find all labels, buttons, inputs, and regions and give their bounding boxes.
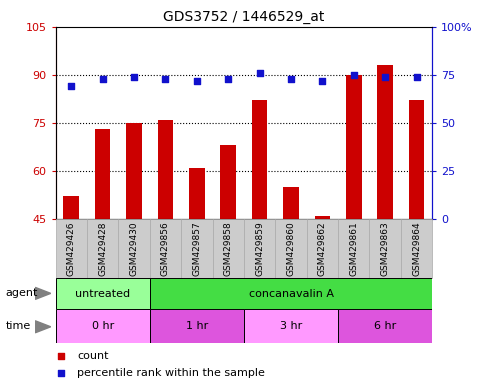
Text: 3 hr: 3 hr xyxy=(280,321,302,331)
Bar xyxy=(244,309,338,343)
Bar xyxy=(377,65,393,219)
Bar xyxy=(56,309,150,343)
Text: time: time xyxy=(6,321,31,331)
Point xyxy=(161,76,170,82)
Text: 6 hr: 6 hr xyxy=(374,321,397,331)
Text: 0 hr: 0 hr xyxy=(91,321,114,331)
Title: GDS3752 / 1446529_at: GDS3752 / 1446529_at xyxy=(163,10,325,25)
Bar xyxy=(157,120,173,219)
Point xyxy=(287,76,295,82)
Text: GSM429860: GSM429860 xyxy=(286,221,296,276)
Text: GSM429859: GSM429859 xyxy=(255,221,264,276)
Polygon shape xyxy=(35,287,51,300)
Text: GSM429856: GSM429856 xyxy=(161,221,170,276)
Text: concanavalin A: concanavalin A xyxy=(249,289,333,299)
Text: GSM429862: GSM429862 xyxy=(318,221,327,276)
Bar xyxy=(275,219,307,278)
Bar xyxy=(283,187,299,219)
Text: untreated: untreated xyxy=(75,289,130,299)
Bar xyxy=(63,197,79,219)
Bar xyxy=(126,123,142,219)
Point xyxy=(362,140,369,146)
Bar xyxy=(220,145,236,219)
Bar xyxy=(56,278,150,309)
Point xyxy=(99,76,107,82)
Text: GSM429864: GSM429864 xyxy=(412,221,421,276)
Bar xyxy=(369,219,401,278)
Point xyxy=(130,74,138,80)
Text: 1 hr: 1 hr xyxy=(185,321,208,331)
Text: GSM429426: GSM429426 xyxy=(67,222,76,276)
Point xyxy=(256,70,264,76)
Point xyxy=(362,297,369,303)
Bar xyxy=(409,101,425,219)
Point xyxy=(382,74,389,80)
Bar xyxy=(213,219,244,278)
Bar xyxy=(307,219,338,278)
Text: GSM429857: GSM429857 xyxy=(192,221,201,276)
Text: GSM429428: GSM429428 xyxy=(98,222,107,276)
Text: GSM429863: GSM429863 xyxy=(381,221,390,276)
Text: percentile rank within the sample: percentile rank within the sample xyxy=(77,368,265,378)
Bar xyxy=(87,219,118,278)
Bar xyxy=(401,219,432,278)
Bar xyxy=(150,219,181,278)
Bar xyxy=(189,168,205,219)
Bar xyxy=(252,101,268,219)
Bar xyxy=(338,309,432,343)
Text: GSM429861: GSM429861 xyxy=(349,221,358,276)
Text: agent: agent xyxy=(6,288,38,298)
Bar xyxy=(346,75,362,219)
Bar xyxy=(181,219,213,278)
Bar xyxy=(314,216,330,219)
Point xyxy=(193,78,201,84)
Bar xyxy=(338,219,369,278)
Point xyxy=(412,74,420,80)
Polygon shape xyxy=(35,321,51,333)
Bar xyxy=(56,219,87,278)
Point xyxy=(68,83,75,89)
Point xyxy=(350,72,357,78)
Point xyxy=(224,76,232,82)
Text: GSM429858: GSM429858 xyxy=(224,221,233,276)
Bar xyxy=(244,219,275,278)
Point xyxy=(319,78,327,84)
Text: GSM429430: GSM429430 xyxy=(129,221,139,276)
Bar xyxy=(150,278,432,309)
Bar xyxy=(95,129,111,219)
Bar xyxy=(118,219,150,278)
Bar xyxy=(150,309,244,343)
Text: count: count xyxy=(77,351,109,361)
